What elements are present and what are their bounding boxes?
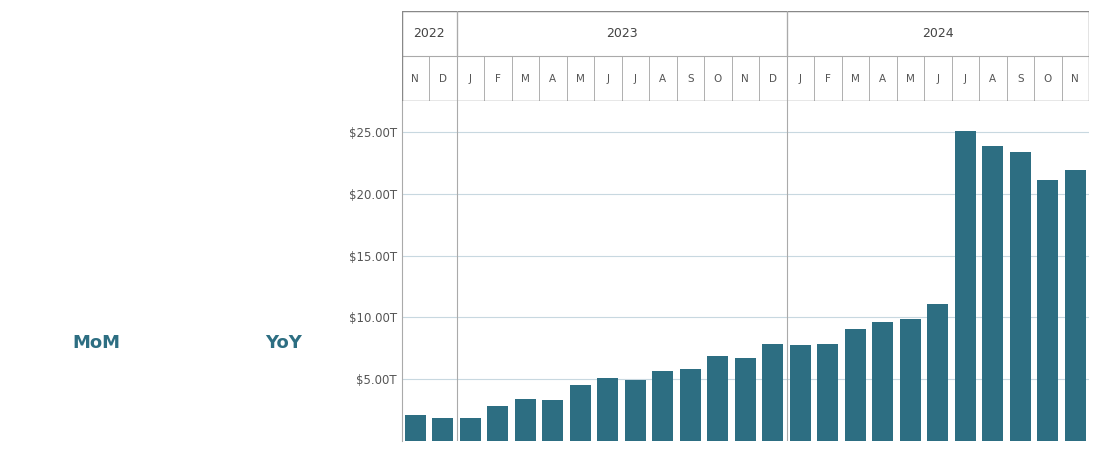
Bar [680,369,701,441]
Bar [759,56,786,101]
Text: J: J [606,74,609,84]
Text: N: N [741,74,749,84]
Text: J: J [936,74,939,84]
Bar [735,358,756,441]
Bar [405,415,426,441]
Bar [704,56,732,101]
Bar [762,344,783,441]
Bar [845,328,866,441]
Bar [786,11,1089,56]
Bar [842,56,869,101]
Text: J: J [634,74,637,84]
Bar [1062,56,1089,101]
Bar [484,56,512,101]
Text: N: N [1071,74,1079,84]
Bar [566,56,594,101]
Text: A: A [659,74,667,84]
Bar [955,131,976,441]
Bar [732,56,759,101]
Bar [625,380,646,441]
Text: F: F [495,74,500,84]
Bar [542,400,563,441]
Bar [652,371,673,441]
Bar [460,418,481,441]
Bar [786,56,814,101]
Text: O: O [714,74,722,84]
Text: M: M [575,74,585,84]
Bar [1010,152,1031,441]
Bar [512,56,539,101]
Text: N: N [411,74,419,84]
Text: D: D [439,74,447,84]
Bar [872,322,893,441]
Text: YoY: YoY [265,334,301,352]
Text: A: A [989,74,997,84]
Bar [817,344,838,441]
Bar [597,378,618,441]
Text: 2022: 2022 [414,27,444,40]
Text: J: J [799,74,802,84]
Text: MoM: MoM [73,334,120,352]
Bar [402,11,456,56]
Bar [487,406,508,441]
Bar [979,56,1006,101]
Bar [896,56,924,101]
Bar [676,56,704,101]
Text: M: M [850,74,860,84]
Bar [869,56,896,101]
Text: S: S [1016,74,1024,84]
Bar [927,304,948,441]
Text: M: M [520,74,530,84]
Text: $21.91T: $21.91T [59,134,326,190]
Bar [456,56,484,101]
Text: 2023: 2023 [606,27,637,40]
Text: A: A [549,74,557,84]
Bar [924,56,952,101]
Bar [1034,56,1062,101]
Bar [570,385,591,441]
Text: O: O [1044,74,1052,84]
Text: S: S [686,74,694,84]
Bar [432,418,453,441]
Bar [515,399,536,441]
Text: M: M [905,74,915,84]
Text: D: D [769,74,777,84]
Bar [649,56,676,101]
Text: A: A [879,74,887,84]
Bar [1006,56,1034,101]
Bar [952,56,979,101]
Bar [707,356,728,441]
Text: 2024: 2024 [922,27,954,40]
Bar [814,56,842,101]
Bar [402,56,429,101]
Bar [790,345,811,441]
Bar [982,146,1003,441]
Text: +179.27%: +179.27% [205,392,362,420]
Bar [539,56,566,101]
Text: +6.45%: +6.45% [36,392,156,420]
Bar [456,11,786,56]
Text: F: F [825,74,830,84]
Bar [1037,180,1058,441]
Text: J: J [964,74,967,84]
Bar [429,56,456,101]
Bar [621,56,649,101]
Bar [900,320,921,441]
Text: J: J [469,74,472,84]
Bar [1065,170,1086,441]
Bar [594,56,621,101]
